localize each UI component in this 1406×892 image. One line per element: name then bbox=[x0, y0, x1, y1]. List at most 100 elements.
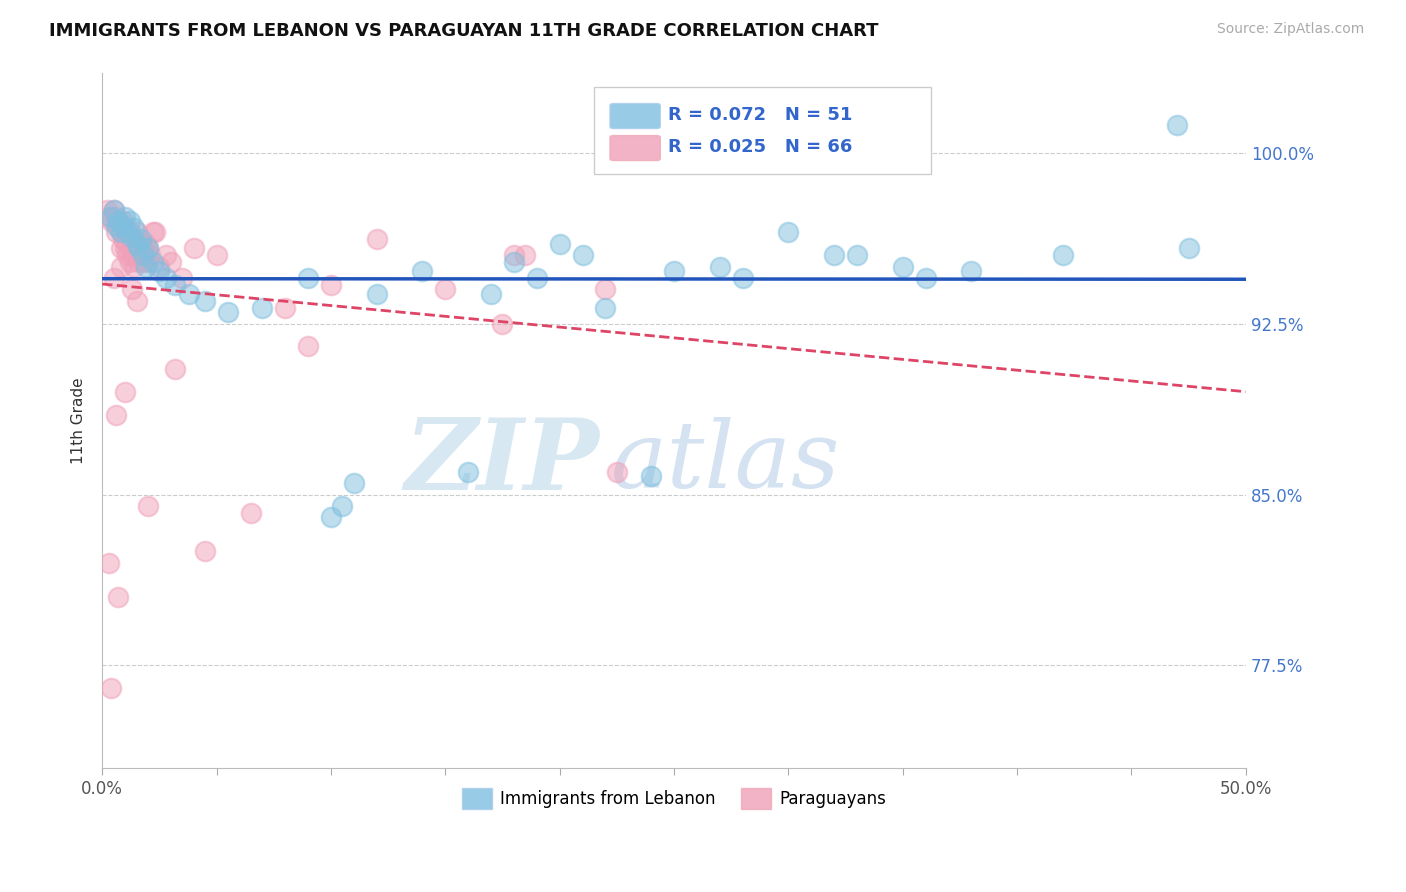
Text: atlas: atlas bbox=[612, 417, 841, 508]
Point bbox=[100, 210, 122, 224]
Point bbox=[136, 242, 159, 256]
Point bbox=[640, 469, 662, 483]
Point bbox=[136, 242, 159, 256]
Legend: Immigrants from Lebanon, Paraguayans: Immigrants from Lebanon, Paraguayans bbox=[456, 781, 893, 815]
Point bbox=[709, 260, 731, 274]
Point bbox=[129, 248, 152, 262]
Point bbox=[114, 210, 136, 224]
Point bbox=[100, 214, 122, 228]
Point bbox=[100, 681, 122, 696]
Point bbox=[111, 219, 134, 233]
Point bbox=[121, 230, 143, 244]
Point bbox=[155, 271, 177, 285]
Point bbox=[914, 271, 936, 285]
Point bbox=[110, 226, 132, 240]
Text: Source: ZipAtlas.com: Source: ZipAtlas.com bbox=[1216, 22, 1364, 37]
Point bbox=[117, 226, 139, 240]
Point bbox=[104, 226, 127, 240]
Point bbox=[252, 301, 274, 315]
Point bbox=[122, 260, 145, 274]
Point bbox=[139, 248, 162, 262]
Point bbox=[104, 408, 127, 422]
Point bbox=[114, 384, 136, 399]
Point bbox=[503, 255, 526, 269]
Point bbox=[98, 556, 121, 570]
Point bbox=[129, 236, 152, 251]
Point bbox=[103, 271, 125, 285]
Point bbox=[107, 219, 129, 233]
Point bbox=[159, 255, 181, 269]
Point bbox=[1166, 119, 1188, 133]
Point bbox=[104, 219, 127, 233]
Point bbox=[128, 255, 150, 269]
Point bbox=[165, 277, 187, 292]
Point bbox=[297, 339, 319, 353]
Point bbox=[148, 264, 170, 278]
Point bbox=[125, 236, 148, 251]
Point bbox=[118, 255, 141, 269]
Point bbox=[515, 248, 537, 262]
Point bbox=[366, 232, 388, 246]
Point bbox=[135, 260, 157, 274]
Point bbox=[179, 287, 201, 301]
Point bbox=[205, 248, 228, 262]
Text: R = 0.072   N = 51: R = 0.072 N = 51 bbox=[668, 106, 852, 124]
Point bbox=[118, 214, 141, 228]
Point bbox=[526, 271, 548, 285]
Point bbox=[891, 260, 914, 274]
Point bbox=[491, 317, 513, 331]
FancyBboxPatch shape bbox=[593, 87, 931, 174]
Y-axis label: 11th Grade: 11th Grade bbox=[72, 377, 86, 464]
Point bbox=[117, 248, 139, 262]
Point bbox=[172, 271, 194, 285]
Point bbox=[239, 506, 262, 520]
Point bbox=[118, 226, 141, 240]
Point bbox=[129, 232, 152, 246]
Point bbox=[122, 232, 145, 246]
Point bbox=[121, 282, 143, 296]
Point bbox=[457, 465, 479, 479]
Point bbox=[107, 214, 129, 228]
Point bbox=[731, 271, 754, 285]
Point bbox=[479, 287, 502, 301]
Point bbox=[122, 221, 145, 235]
Point bbox=[132, 242, 155, 256]
Point bbox=[1052, 248, 1074, 262]
Point bbox=[114, 226, 136, 240]
Point bbox=[662, 264, 685, 278]
FancyBboxPatch shape bbox=[610, 103, 661, 128]
Point bbox=[121, 236, 143, 251]
Point bbox=[343, 476, 366, 491]
Point bbox=[132, 255, 155, 269]
Point bbox=[132, 248, 155, 262]
Point bbox=[823, 248, 845, 262]
Point bbox=[125, 293, 148, 308]
Point bbox=[165, 362, 187, 376]
Point bbox=[366, 287, 388, 301]
Point bbox=[111, 214, 134, 228]
Point bbox=[110, 226, 132, 240]
Point bbox=[148, 260, 170, 274]
Point bbox=[319, 510, 342, 524]
Point bbox=[117, 236, 139, 251]
Point bbox=[778, 226, 800, 240]
Point bbox=[571, 248, 593, 262]
Point bbox=[960, 264, 983, 278]
Point bbox=[111, 232, 134, 246]
Point bbox=[194, 293, 217, 308]
Point bbox=[136, 255, 159, 269]
Point bbox=[332, 499, 354, 513]
Point bbox=[128, 242, 150, 256]
Point bbox=[125, 226, 148, 240]
Point bbox=[98, 210, 121, 224]
Point bbox=[606, 465, 628, 479]
Point bbox=[125, 248, 148, 262]
Point bbox=[107, 590, 129, 604]
Point bbox=[319, 277, 342, 292]
Point bbox=[135, 236, 157, 251]
Text: ZIP: ZIP bbox=[405, 414, 600, 510]
Point bbox=[434, 282, 457, 296]
Point bbox=[128, 242, 150, 256]
Point bbox=[143, 226, 166, 240]
Text: R = 0.025   N = 66: R = 0.025 N = 66 bbox=[668, 138, 852, 156]
